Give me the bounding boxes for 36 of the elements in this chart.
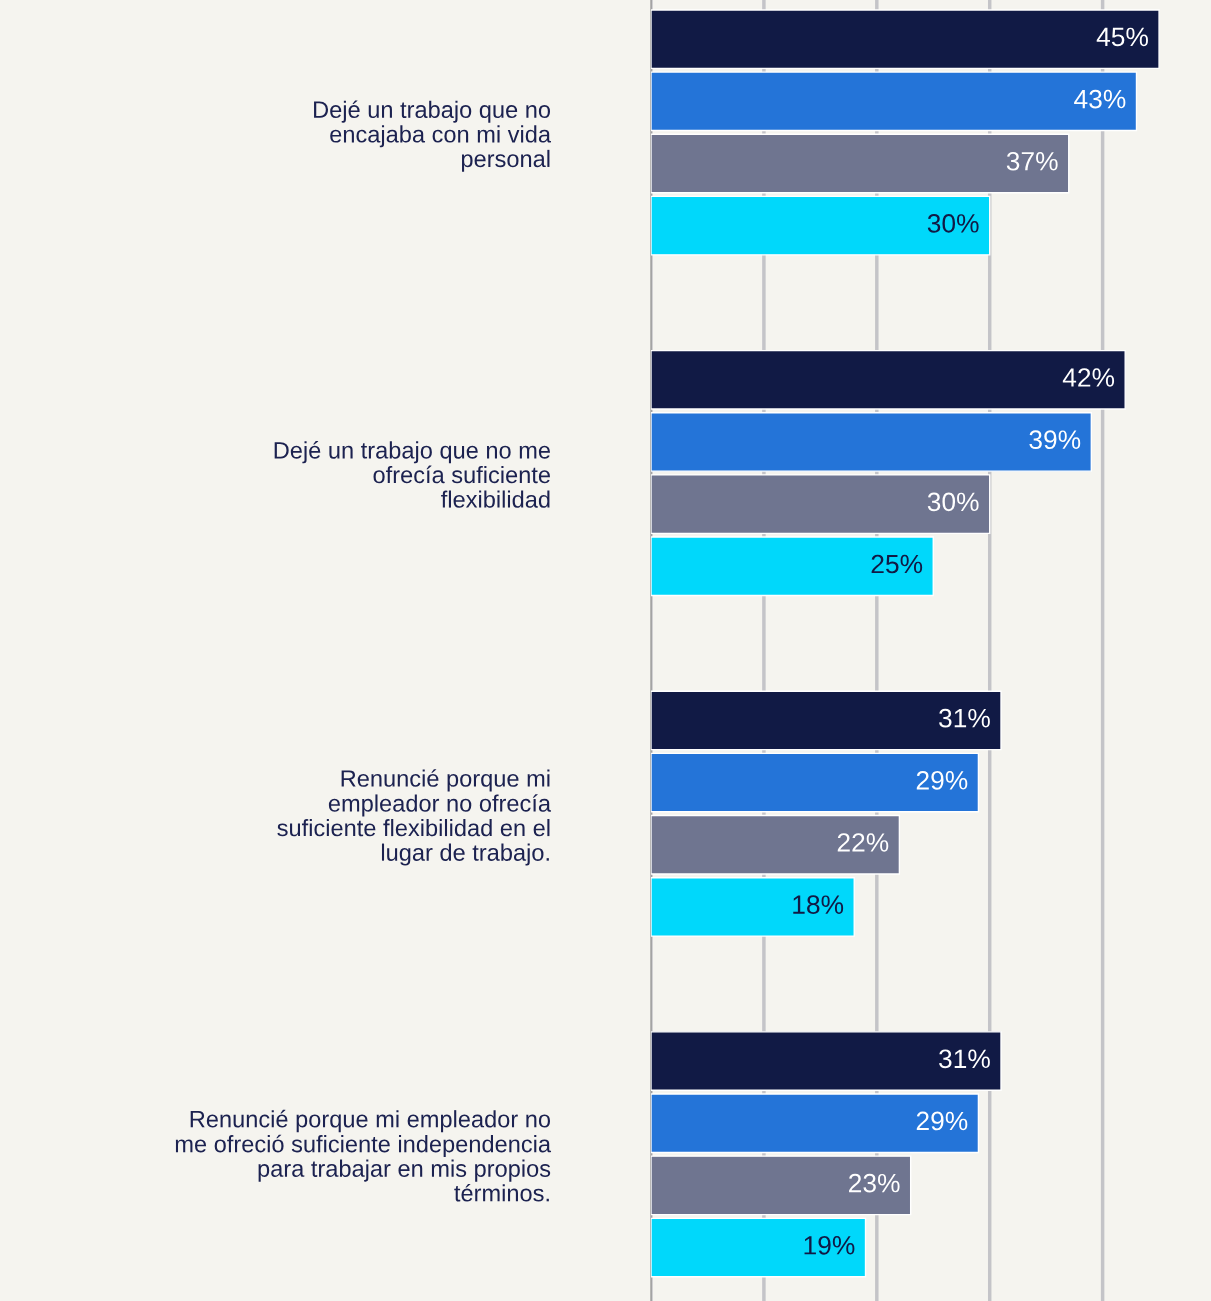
bar [651, 1217, 867, 1278]
y-tick-label: Renuncié porque mi empleador no ofrecía suficiente flexibilidad en el lugar de trabajo. [277, 769, 552, 866]
bar [651, 71, 1138, 132]
bar [651, 752, 980, 813]
data-label: 31% [939, 1049, 990, 1069]
data-label: 22% [837, 833, 889, 852]
data-label: 42% [1062, 368, 1115, 387]
y-tick-label: Dejé un trabajo que no me ofrecía suficiente flexibilidad [274, 441, 550, 508]
data-label: 23% [849, 1173, 900, 1193]
bar [651, 814, 901, 875]
data-label: 39% [1029, 430, 1081, 450]
data-label: 31% [939, 708, 990, 728]
data-label: 43% [1074, 89, 1126, 109]
bar [651, 690, 1002, 751]
bar [651, 474, 991, 535]
data-label: 45% [1096, 27, 1148, 47]
y-tick-label: Renuncié porque mi empleador no me ofreció suficiente independencia para trabajar en mis propios términos. [175, 1109, 552, 1202]
data-label: 19% [804, 1235, 855, 1255]
bar [651, 133, 1070, 194]
data-label: 29% [916, 1111, 968, 1131]
data-label: 30% [927, 214, 979, 233]
bar [651, 349, 1126, 410]
bar [651, 9, 1160, 70]
bar [651, 412, 1093, 472]
data-label: 18% [793, 895, 844, 914]
bar [651, 1155, 912, 1216]
bar [651, 536, 934, 597]
bar [651, 1093, 980, 1154]
data-label: 25% [871, 554, 923, 574]
bar [651, 876, 855, 937]
y-tick-label: Dejé un trabajo que no encajaba con mi vida personal [314, 100, 552, 172]
data-label: 37% [1006, 151, 1058, 171]
bar [651, 1031, 1002, 1091]
data-label: 30% [927, 492, 979, 512]
data-label: 29% [916, 770, 968, 790]
bar [651, 195, 991, 256]
